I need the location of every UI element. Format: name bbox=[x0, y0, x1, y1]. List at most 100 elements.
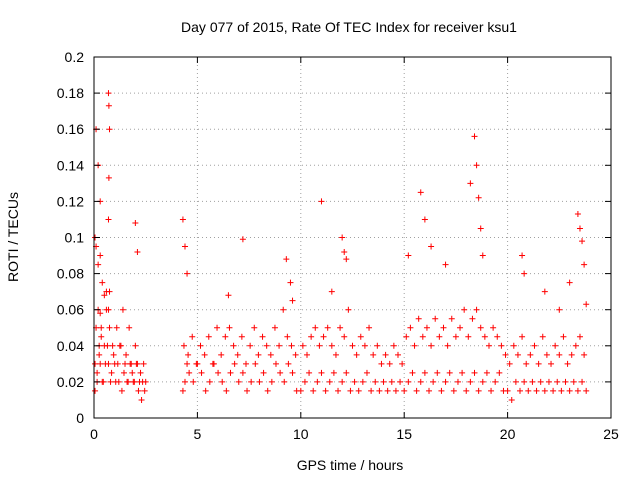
data-point bbox=[382, 351, 389, 358]
data-point bbox=[483, 369, 490, 376]
data-point bbox=[335, 387, 342, 394]
data-point bbox=[357, 333, 364, 340]
data-point bbox=[558, 387, 565, 394]
data-point bbox=[256, 378, 263, 385]
data-point bbox=[545, 378, 552, 385]
data-point bbox=[579, 378, 586, 385]
data-point bbox=[523, 360, 530, 367]
data-point bbox=[209, 360, 216, 367]
chart-title: Day 077 of 2015, Rate Of TEC Index for r… bbox=[181, 19, 517, 35]
y-tick-label: 0 bbox=[76, 410, 84, 426]
data-point bbox=[138, 396, 145, 403]
data-point bbox=[132, 220, 139, 227]
data-point bbox=[341, 333, 348, 340]
data-point bbox=[434, 369, 441, 376]
data-point bbox=[514, 351, 521, 358]
data-point bbox=[492, 378, 499, 385]
data-point bbox=[355, 387, 362, 394]
tick-marks bbox=[93, 56, 612, 419]
data-point bbox=[284, 333, 291, 340]
data-point bbox=[219, 378, 226, 385]
data-point bbox=[562, 378, 569, 385]
data-point bbox=[135, 387, 142, 394]
data-point bbox=[378, 360, 385, 367]
data-point bbox=[189, 333, 196, 340]
data-point bbox=[123, 351, 130, 358]
data-point bbox=[401, 387, 408, 394]
data-point bbox=[96, 351, 103, 358]
data-point bbox=[193, 360, 200, 367]
data-point bbox=[448, 315, 455, 322]
data-point bbox=[368, 387, 375, 394]
data-point bbox=[114, 360, 121, 367]
data-point bbox=[97, 360, 104, 367]
data-point bbox=[98, 333, 105, 340]
data-point bbox=[343, 369, 350, 376]
data-point bbox=[554, 378, 561, 385]
data-point bbox=[198, 369, 205, 376]
data-point bbox=[343, 256, 350, 263]
data-point bbox=[384, 387, 391, 394]
data-point bbox=[421, 216, 428, 223]
data-point bbox=[100, 378, 107, 385]
data-point bbox=[463, 387, 470, 394]
data-point bbox=[235, 378, 242, 385]
data-point bbox=[107, 378, 114, 385]
data-point bbox=[576, 333, 583, 340]
data-point bbox=[239, 369, 246, 376]
data-point bbox=[206, 378, 213, 385]
data-point bbox=[519, 333, 526, 340]
data-point bbox=[471, 133, 478, 140]
data-point bbox=[190, 378, 197, 385]
data-point bbox=[289, 297, 296, 304]
x-tick-label: 0 bbox=[90, 426, 98, 442]
data-point bbox=[543, 351, 550, 358]
data-point bbox=[519, 252, 526, 259]
data-point bbox=[457, 324, 464, 331]
data-point bbox=[349, 342, 356, 349]
data-point bbox=[322, 387, 329, 394]
data-point bbox=[560, 333, 567, 340]
data-point bbox=[181, 243, 188, 250]
data-point bbox=[496, 369, 503, 376]
data-point bbox=[432, 315, 439, 322]
data-point bbox=[268, 378, 275, 385]
data-point bbox=[226, 324, 233, 331]
data-point bbox=[202, 387, 209, 394]
data-point bbox=[105, 306, 112, 313]
data-point bbox=[521, 378, 528, 385]
data-point bbox=[131, 378, 138, 385]
data-point bbox=[129, 369, 136, 376]
data-point bbox=[481, 333, 488, 340]
y-tick-label: 0.12 bbox=[57, 193, 84, 209]
data-point bbox=[304, 351, 311, 358]
data-point bbox=[292, 351, 299, 358]
data-point bbox=[531, 342, 538, 349]
data-point bbox=[572, 342, 579, 349]
data-points bbox=[92, 90, 590, 403]
data-point bbox=[179, 216, 186, 223]
data-point bbox=[215, 369, 222, 376]
data-point bbox=[556, 306, 563, 313]
data-point bbox=[454, 378, 461, 385]
data-point bbox=[104, 342, 111, 349]
data-point bbox=[502, 351, 509, 358]
data-point bbox=[570, 378, 577, 385]
data-point bbox=[392, 387, 399, 394]
data-point bbox=[430, 378, 437, 385]
y-tick-label: 0.16 bbox=[57, 121, 84, 137]
data-point bbox=[132, 342, 139, 349]
data-point bbox=[353, 351, 360, 358]
data-point bbox=[106, 324, 113, 331]
data-point bbox=[141, 387, 148, 394]
data-point bbox=[568, 351, 575, 358]
data-point bbox=[374, 342, 381, 349]
data-point bbox=[314, 378, 321, 385]
y-tick-label: 0.18 bbox=[57, 85, 84, 101]
data-point bbox=[318, 369, 325, 376]
data-point bbox=[103, 288, 110, 295]
data-point bbox=[110, 351, 117, 358]
data-point bbox=[289, 369, 296, 376]
data-point bbox=[264, 387, 271, 394]
